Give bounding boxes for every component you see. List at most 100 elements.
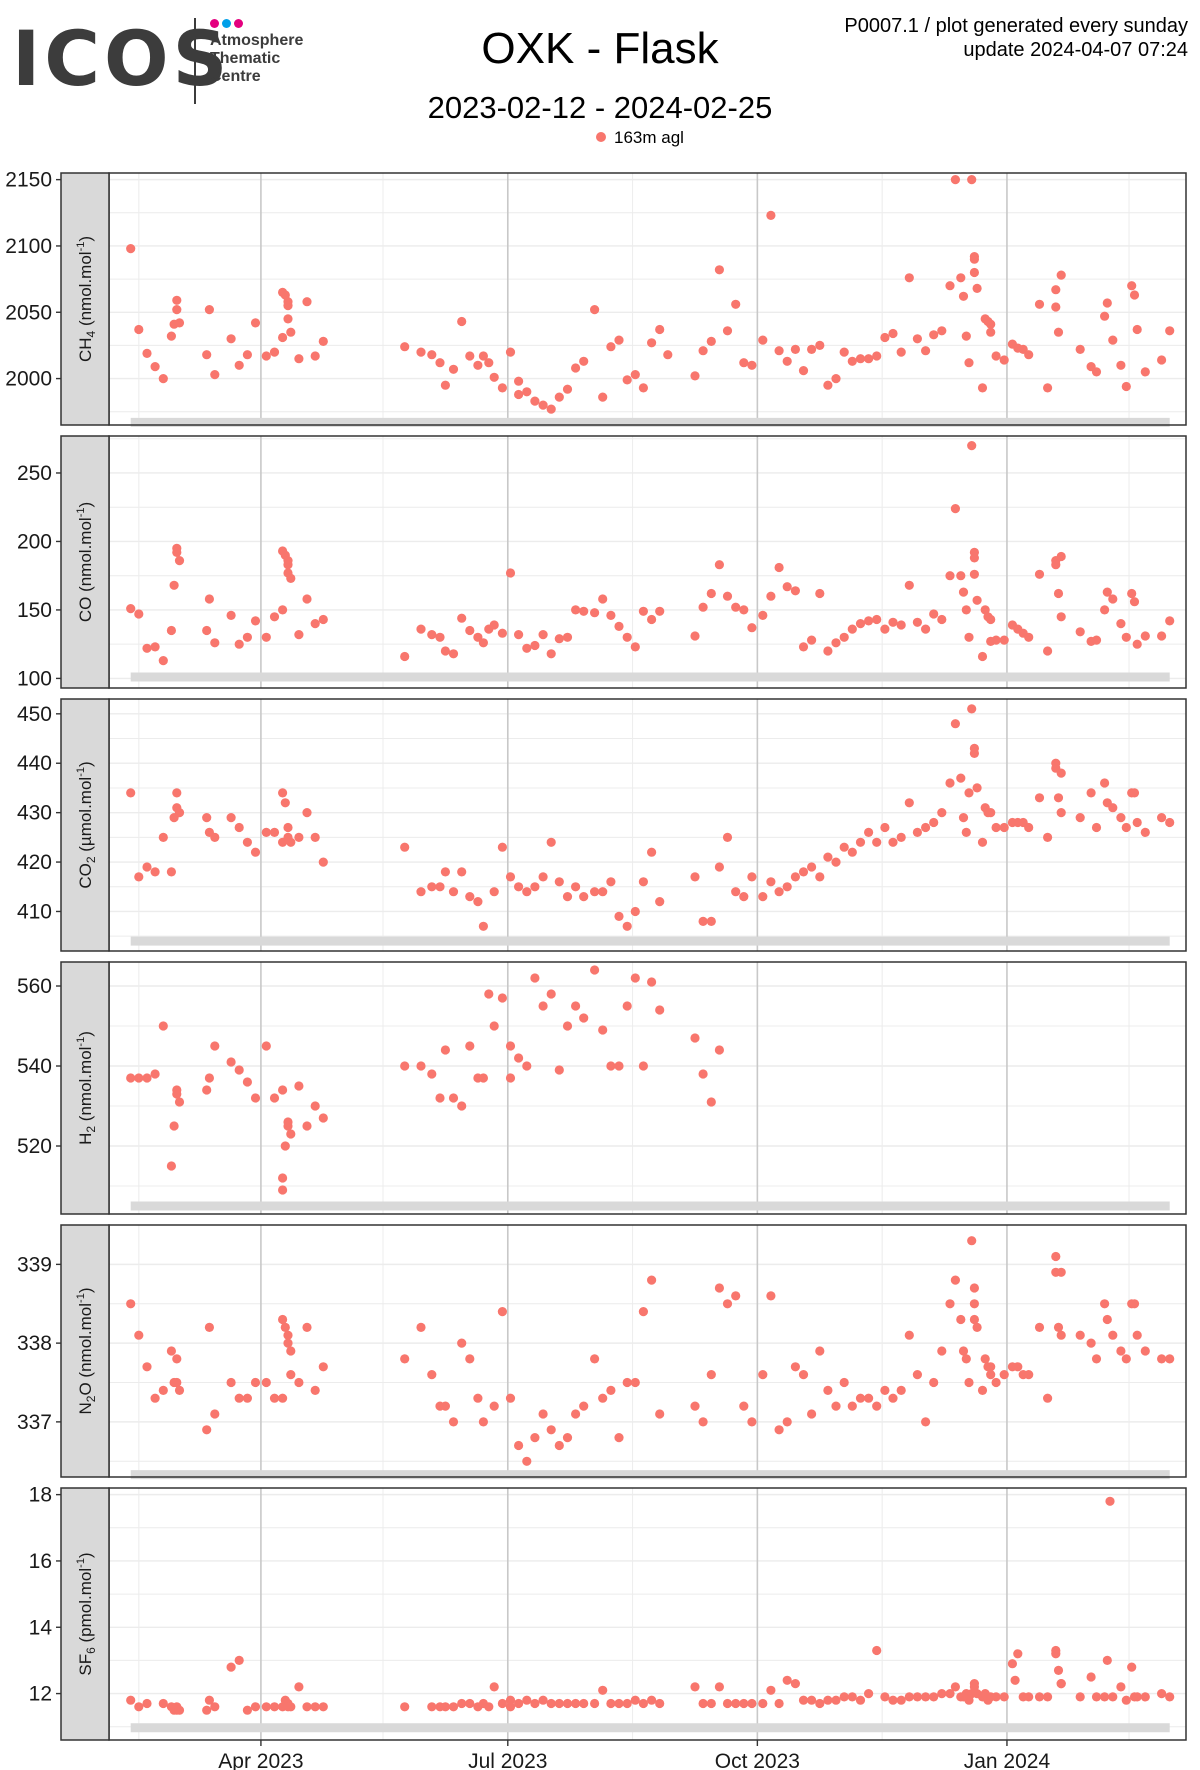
data-point (1165, 1354, 1175, 1364)
data-point (427, 630, 437, 640)
data-point (497, 383, 507, 393)
y-tick-label: 440 (17, 752, 52, 775)
data-point (855, 1695, 866, 1705)
data-point (416, 1061, 426, 1071)
x-tick-label: Apr 2023 (218, 1750, 303, 1770)
data-point (234, 639, 244, 649)
data-point (864, 1393, 874, 1403)
y-tick-label: 18 (29, 1484, 52, 1507)
data-point (269, 347, 280, 357)
data-point (872, 837, 882, 847)
data-point (630, 1695, 640, 1705)
data-point (1116, 619, 1126, 629)
data-point (571, 605, 581, 615)
data-point (598, 1025, 608, 1035)
data-point (1075, 1692, 1085, 1702)
data-point (250, 1093, 261, 1103)
data-point (896, 1385, 906, 1395)
data-point (904, 1692, 914, 1702)
data-point (590, 608, 600, 618)
data-point (400, 1354, 410, 1364)
data-point (457, 1101, 467, 1111)
data-point (310, 1385, 320, 1395)
data-point (880, 1385, 890, 1395)
data-point (798, 366, 809, 376)
data-point (286, 573, 296, 584)
data-point (134, 1330, 144, 1340)
data-point (999, 635, 1009, 645)
data-point (977, 383, 988, 393)
data-point (210, 638, 220, 648)
data-point (538, 1409, 548, 1419)
data-point (964, 358, 974, 368)
data-point (538, 1001, 548, 1011)
data-point (1007, 1659, 1018, 1669)
data-point (1056, 808, 1066, 818)
data-point (972, 595, 982, 605)
data-point (912, 1370, 923, 1380)
data-point (473, 1393, 483, 1403)
data-point (1051, 302, 1061, 312)
data-point (766, 1291, 776, 1301)
data-point (440, 380, 450, 390)
data-point (158, 1385, 168, 1395)
data-point (478, 638, 488, 648)
data-point (969, 1314, 980, 1325)
data-point (606, 877, 616, 887)
data-point (1140, 367, 1150, 377)
data-point (150, 362, 160, 372)
data-point (647, 1695, 657, 1705)
data-point (945, 778, 955, 788)
data-point (766, 591, 776, 601)
data-point (706, 588, 716, 599)
y-tick-label: 560 (17, 975, 52, 998)
data-point (1157, 813, 1167, 823)
data-point (622, 1001, 632, 1011)
data-point (839, 632, 849, 642)
data-point (505, 1041, 516, 1051)
data-point (831, 1695, 841, 1705)
data-point (598, 1685, 608, 1695)
data-point (1165, 616, 1175, 626)
data-point (758, 1370, 768, 1380)
data-point (250, 1377, 261, 1388)
data-point (554, 877, 564, 887)
data-point (1165, 817, 1175, 828)
legend-marker (596, 132, 606, 142)
data-point (980, 605, 990, 615)
data-point (766, 210, 776, 220)
data-point (1091, 1692, 1102, 1702)
data-point (126, 1299, 136, 1309)
data-point (457, 1698, 467, 1709)
data-point (847, 624, 857, 634)
data-point (554, 1440, 564, 1451)
data-point (782, 582, 792, 592)
data-point (630, 1377, 640, 1388)
data-point (647, 1275, 657, 1285)
data-point (622, 632, 632, 642)
data-point (142, 348, 152, 358)
data-point (172, 788, 182, 798)
data-point (234, 360, 244, 370)
data-point (614, 1698, 624, 1709)
data-point (546, 989, 556, 999)
data-point (1105, 1496, 1115, 1506)
data-point (280, 798, 290, 808)
data-point (400, 842, 410, 852)
data-point (823, 852, 833, 862)
data-point (969, 267, 980, 278)
data-point (169, 580, 179, 590)
data-point (158, 1698, 168, 1709)
data-point (663, 350, 673, 360)
data-point (655, 1005, 665, 1015)
data-point (590, 887, 600, 897)
y-tick-label: 150 (17, 599, 52, 622)
data-point (1043, 832, 1053, 843)
data-point (929, 330, 939, 340)
data-point (416, 887, 426, 897)
data-point (1116, 1682, 1126, 1692)
data-point (579, 1013, 589, 1023)
data-point (1056, 270, 1066, 280)
data-point (261, 1702, 271, 1712)
